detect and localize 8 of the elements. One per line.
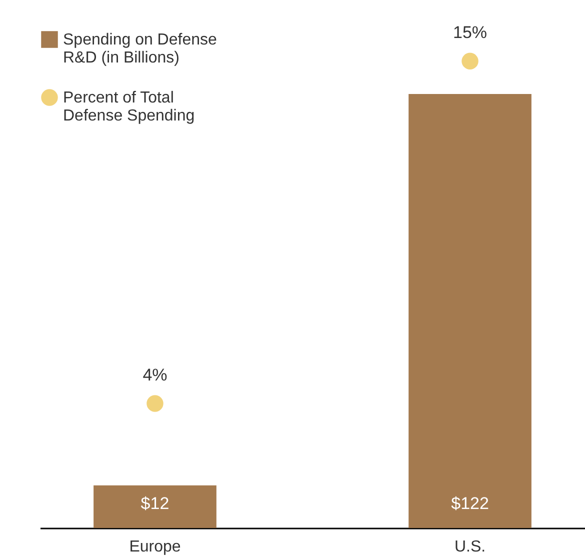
legend-label: Percent of Total Defense Spending [63, 90, 195, 124]
x-tick-label: Europe [129, 538, 181, 556]
data-label: 4% [142, 366, 168, 384]
data-label: 15% [453, 23, 488, 42]
data-label: $122 [451, 494, 489, 513]
legend-label: Spending on Defense R&D (in Billions) [63, 32, 217, 66]
data-label: $12 [140, 494, 170, 513]
x-tick-label: U.S. [454, 538, 486, 556]
